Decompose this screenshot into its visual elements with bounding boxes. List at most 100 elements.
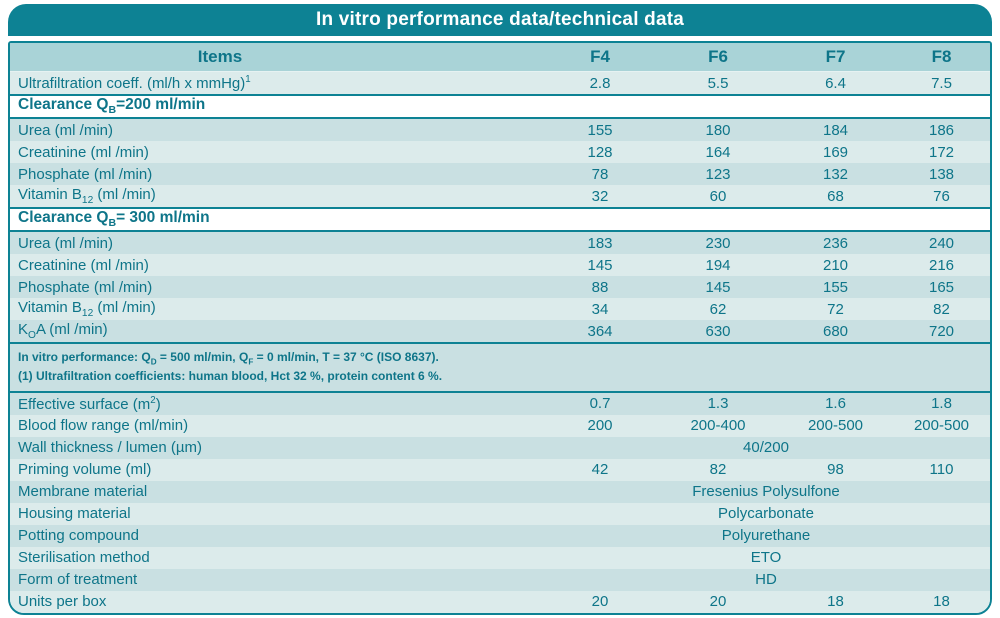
row-value: 132 — [778, 163, 893, 185]
row-value: 145 — [542, 254, 658, 276]
row-value: 138 — [893, 163, 990, 185]
footnote-line: In vitro performance: QD = 500 ml/min, Q… — [18, 350, 439, 367]
table-row: Vitamin B12 (ml /min) 32 60 68 76 — [10, 185, 990, 208]
table-row: Blood flow range (ml/min) 200 200-400 200-5… — [10, 414, 990, 437]
table-body: Ultrafiltration coeff. (ml/h x mmHg)1 2.8… — [10, 71, 990, 613]
row-value: 20 — [542, 590, 658, 613]
row-label: Form of treatment — [10, 568, 542, 591]
row-value: 155 — [778, 276, 893, 298]
table-row: Priming volume (ml) 42 82 98 110 — [10, 458, 990, 481]
footnote-line: (1) Ultrafiltration coefficients: human … — [18, 369, 443, 384]
row-value: 165 — [893, 276, 990, 298]
row-value: 68 — [778, 185, 893, 208]
column-header-f7: F7 — [778, 43, 893, 72]
row-label: Units per box — [10, 590, 542, 613]
row-label: Creatinine (ml /min) — [10, 141, 542, 163]
row-label: Ultrafiltration coeff. (ml/h x mmHg)1 — [10, 71, 542, 95]
row-label: Vitamin B12 (ml /min) — [10, 298, 542, 320]
row-value: 186 — [893, 118, 990, 141]
row-value: 5.5 — [658, 71, 778, 95]
row-value: 34 — [542, 298, 658, 320]
row-value: 1.3 — [658, 391, 778, 415]
row-value: 630 — [658, 320, 778, 343]
performance-table: Items F4 F6 F7 F8 Ultrafiltration coeff.… — [10, 43, 990, 613]
row-value-span: HD — [542, 568, 990, 591]
row-value: 128 — [542, 141, 658, 163]
column-header-items: Items — [10, 43, 542, 72]
row-value: 123 — [658, 163, 778, 185]
row-value: 6.4 — [778, 71, 893, 95]
table-row: Units per box 20 20 18 18 — [10, 590, 990, 613]
row-value-span: Polyurethane — [542, 524, 990, 547]
row-label: Creatinine (ml /min) — [10, 254, 542, 276]
table-row: Wall thickness / lumen (µm) 40/200 — [10, 436, 990, 459]
row-value-span: Polycarbonate — [542, 502, 990, 525]
row-value: 240 — [893, 231, 990, 254]
row-value: 236 — [778, 231, 893, 254]
row-value-span: ETO — [542, 546, 990, 569]
row-value: 200 — [542, 414, 658, 437]
table-row: Ultrafiltration coeff. (ml/h x mmHg)1 2.8… — [10, 71, 990, 95]
row-label: Priming volume (ml) — [10, 458, 542, 481]
table-row: Housing material Polycarbonate — [10, 502, 990, 525]
row-value: 194 — [658, 254, 778, 276]
row-value: 183 — [542, 231, 658, 254]
row-value: 98 — [778, 458, 893, 481]
table-title: In vitro performance data/technical data — [8, 4, 992, 36]
row-value: 164 — [658, 141, 778, 163]
table-row: KOA (ml /min) 364 630 680 720 — [10, 320, 990, 343]
row-value: 184 — [778, 118, 893, 141]
table-row: Form of treatment HD — [10, 568, 990, 591]
row-value: 0.7 — [542, 391, 658, 415]
table-row: Creatinine (ml /min) 145 194 210 216 — [10, 254, 990, 276]
row-label: Urea (ml /min) — [10, 118, 542, 141]
footnote: In vitro performance: QD = 500 ml/min, Q… — [10, 342, 990, 393]
row-value: 18 — [778, 590, 893, 613]
row-value-span: Fresenius Polysulfone — [542, 480, 990, 503]
section-header-row: Clearance QB=200 ml/min — [10, 94, 990, 119]
row-label: Housing material — [10, 502, 542, 525]
row-value: 20 — [658, 590, 778, 613]
row-label: Membrane material — [10, 480, 542, 503]
row-value: 2.8 — [542, 71, 658, 95]
section-header-row: Clearance QB= 300 ml/min — [10, 207, 990, 232]
row-value: 172 — [893, 141, 990, 163]
table-row: Potting compound Polyurethane — [10, 524, 990, 547]
row-value: 210 — [778, 254, 893, 276]
column-header-f6: F6 — [658, 43, 778, 72]
section-header-label: Clearance QB= 300 ml/min — [10, 207, 990, 232]
datasheet-table: In vitro performance data/technical data… — [8, 4, 992, 615]
row-value: 18 — [893, 590, 990, 613]
row-value: 155 — [542, 118, 658, 141]
row-value: 72 — [778, 298, 893, 320]
row-value: 78 — [542, 163, 658, 185]
row-value: 76 — [893, 185, 990, 208]
column-header-row: Items F4 F6 F7 F8 — [10, 43, 990, 72]
row-value: 680 — [778, 320, 893, 343]
row-value: 110 — [893, 458, 990, 481]
row-label: Wall thickness / lumen (µm) — [10, 436, 542, 459]
row-label: Sterilisation method — [10, 546, 542, 569]
row-value: 1.6 — [778, 391, 893, 415]
row-label: Phosphate (ml /min) — [10, 276, 542, 298]
row-label: Effective surface (m2) — [10, 391, 542, 415]
table-row: Phosphate (ml /min) 88 145 155 165 — [10, 276, 990, 298]
row-label: Vitamin B12 (ml /min) — [10, 185, 542, 208]
row-value: 216 — [893, 254, 990, 276]
row-label: Urea (ml /min) — [10, 231, 542, 254]
row-value: 32 — [542, 185, 658, 208]
row-label: Phosphate (ml /min) — [10, 163, 542, 185]
row-value: 88 — [542, 276, 658, 298]
row-label: Potting compound — [10, 524, 542, 547]
row-value: 720 — [893, 320, 990, 343]
row-value: 145 — [658, 276, 778, 298]
table-row: Urea (ml /min) 183 230 236 240 — [10, 231, 990, 254]
title-divider — [8, 36, 992, 41]
row-value: 82 — [658, 458, 778, 481]
row-value: 200-500 — [893, 414, 990, 437]
row-value: 82 — [893, 298, 990, 320]
table-row: Vitamin B12 (ml /min) 34 62 72 82 — [10, 298, 990, 320]
row-value-span: 40/200 — [542, 436, 990, 459]
row-value: 62 — [658, 298, 778, 320]
row-value: 1.8 — [893, 391, 990, 415]
